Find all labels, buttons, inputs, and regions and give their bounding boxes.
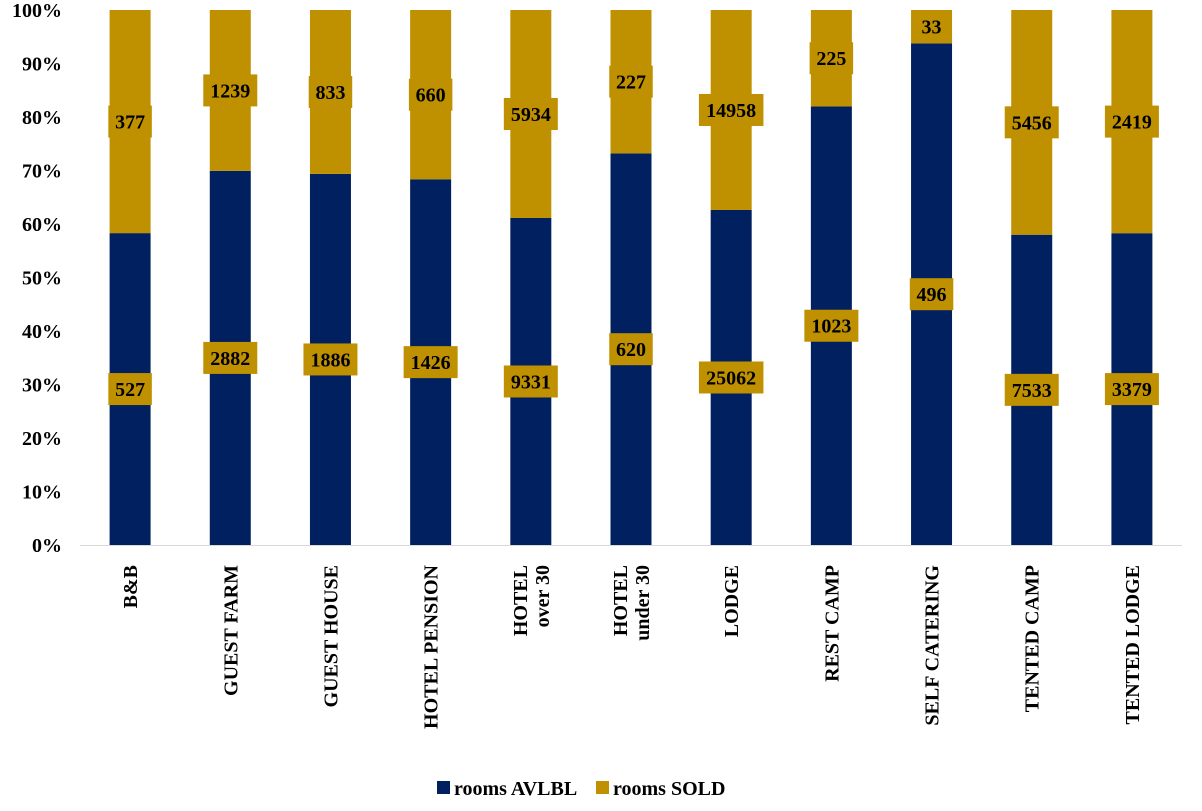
data-label-rooms-avlbl-bg xyxy=(108,373,152,406)
data-label-rooms-sold: 660 xyxy=(416,85,446,107)
x-category-label: HOTEL under 30 xyxy=(610,565,654,641)
data-label-rooms-avlbl-bg xyxy=(698,361,764,394)
y-axis: 0% 10% 20% 30% 40% 50% 60% 70% 80% 90% 100% xyxy=(12,0,62,557)
x-category-label: GUEST HOUSE xyxy=(320,565,342,707)
data-label-rooms-sold: 5934 xyxy=(511,104,551,126)
data-label-rooms-avlbl: 9331 xyxy=(511,371,551,393)
data-label-rooms-sold-bg xyxy=(503,97,558,130)
x-category-label: SELF CATERING xyxy=(922,565,944,726)
y-tick-label: 10% xyxy=(22,482,62,504)
x-category-label: GUEST FARM xyxy=(220,565,242,696)
x-category-label: HOTEL PENSION xyxy=(421,564,443,728)
data-label-rooms-sold-bg xyxy=(203,74,258,107)
data-label-rooms-sold-bg xyxy=(308,75,353,108)
y-tick-label: 0% xyxy=(32,535,62,557)
x-category-label: TENTED CAMP xyxy=(1022,565,1044,712)
data-label-rooms-sold: 33 xyxy=(922,17,942,39)
data-label-rooms-avlbl-bg xyxy=(804,309,859,342)
x-category-label-line: under 30 xyxy=(632,565,654,641)
x-category-label: TENTED LODGE xyxy=(1122,565,1144,724)
x-category-label-line: TENTED LODGE xyxy=(1122,565,1144,724)
data-label-rooms-sold: 227 xyxy=(616,72,646,94)
y-tick-label: 40% xyxy=(22,321,62,343)
y-tick-label: 60% xyxy=(22,214,62,236)
data-label-rooms-avlbl-bg xyxy=(503,365,558,398)
y-tick-label: 100% xyxy=(12,0,62,22)
y-tick-label: 30% xyxy=(22,375,62,397)
data-label-rooms-avlbl: 1023 xyxy=(811,316,851,338)
legend-swatch xyxy=(437,781,450,794)
legend: rooms AVLBL rooms SOLD xyxy=(437,778,725,800)
x-category-label-line: HOTEL xyxy=(510,565,532,636)
data-label-rooms-sold-bg xyxy=(609,65,653,98)
data-label-rooms-avlbl-bg xyxy=(609,333,653,366)
data-label-rooms-avlbl: 527 xyxy=(115,379,145,401)
y-tick-label: 70% xyxy=(22,161,62,183)
x-category-label-line: HOTEL PENSION xyxy=(421,564,443,728)
data-label-rooms-avlbl: 496 xyxy=(917,284,947,306)
x-category-label-line: SELF CATERING xyxy=(922,565,944,726)
x-category-label: HOTEL over 30 xyxy=(510,565,554,636)
x-axis: B&B GUEST FARM GUEST HOUSE HOTEL PENSION HOT… xyxy=(80,545,1182,729)
legend-label: rooms AVLBL xyxy=(454,778,577,800)
legend-swatch xyxy=(596,781,609,794)
data-label-rooms-sold-bg xyxy=(912,10,951,43)
bars: 527 377 2882 1239 1886 833 1426 660 9331 5934 620 2… xyxy=(108,10,1159,546)
y-tick-label: 80% xyxy=(22,107,62,129)
data-label-rooms-sold-bg xyxy=(108,105,152,138)
data-label-rooms-sold: 833 xyxy=(315,82,345,104)
data-label-rooms-avlbl: 3379 xyxy=(1112,379,1152,401)
data-label-rooms-avlbl: 25062 xyxy=(706,367,756,389)
data-label-rooms-sold-bg xyxy=(698,93,764,126)
x-category-label-line: REST CAMP xyxy=(821,565,843,682)
x-category-label: LODGE xyxy=(721,565,743,637)
data-label-rooms-sold: 1239 xyxy=(210,80,250,102)
data-label-rooms-avlbl-bg xyxy=(403,346,458,379)
data-label-rooms-avlbl-bg xyxy=(1004,373,1059,406)
data-label-rooms-avlbl: 620 xyxy=(616,339,646,361)
x-category-label: B&B xyxy=(120,565,142,608)
x-category-label-line: B&B xyxy=(120,565,142,608)
data-label-rooms-sold: 5456 xyxy=(1012,112,1052,134)
data-label-rooms-avlbl: 1426 xyxy=(411,352,451,374)
x-category-label-line: over 30 xyxy=(532,565,554,627)
x-category-label-line: TENTED CAMP xyxy=(1022,565,1044,712)
x-category-label-line: LODGE xyxy=(721,565,743,637)
y-tick-label: 20% xyxy=(22,428,62,450)
legend-label: rooms SOLD xyxy=(613,778,725,800)
data-label-rooms-sold-bg xyxy=(809,42,854,75)
data-label-rooms-sold-bg xyxy=(408,78,453,111)
data-label-rooms-sold: 225 xyxy=(816,48,846,70)
data-label-rooms-avlbl-bg xyxy=(909,278,954,311)
x-category-label-line: HOTEL xyxy=(610,565,632,636)
data-label-rooms-avlbl: 7533 xyxy=(1012,380,1052,402)
y-tick-label: 90% xyxy=(22,54,62,76)
data-label-rooms-avlbl: 2882 xyxy=(210,348,250,370)
x-category-label-line: GUEST FARM xyxy=(220,565,242,696)
data-label-rooms-sold-bg xyxy=(1104,105,1159,138)
x-category-label: REST CAMP xyxy=(821,565,843,682)
data-label-rooms-avlbl: 1886 xyxy=(310,349,350,371)
data-label-rooms-sold: 14958 xyxy=(706,100,756,122)
y-tick-label: 50% xyxy=(22,268,62,290)
data-label-rooms-avlbl-bg xyxy=(1104,373,1159,406)
x-category-label-line: GUEST HOUSE xyxy=(320,565,342,707)
data-label-rooms-avlbl-bg xyxy=(203,341,258,374)
data-label-rooms-sold: 2419 xyxy=(1112,112,1152,134)
data-label-rooms-sold: 377 xyxy=(115,112,145,134)
data-label-rooms-sold-bg xyxy=(1004,106,1059,139)
data-label-rooms-avlbl-bg xyxy=(303,343,358,376)
